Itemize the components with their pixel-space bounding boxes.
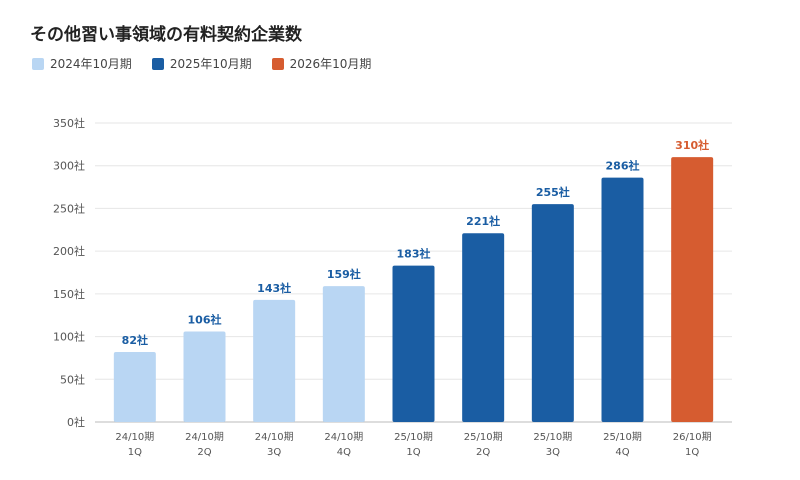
data-label: 143社 (257, 281, 291, 295)
x-tick-label-period: 25/10期 (603, 431, 642, 443)
data-label: 310社 (675, 138, 709, 152)
x-tick-label-quarter: 1Q (406, 447, 420, 458)
y-tick-label: 250社 (53, 201, 85, 215)
legend-swatch-fy2026 (271, 57, 284, 70)
bar (113, 351, 156, 422)
y-tick-label: 50社 (60, 372, 85, 386)
legend-item-fy2025: 2025年10月期 (151, 55, 252, 72)
x-tick-label-period: 25/10期 (533, 431, 572, 443)
x-tick-label-quarter: 3Q (267, 447, 281, 458)
x-tick-label-quarter: 3Q (546, 447, 560, 458)
legend-label-fy2026: 2026年10月期 (289, 57, 372, 71)
data-label: 255社 (536, 185, 570, 199)
data-label: 286社 (606, 159, 640, 173)
data-label: 183社 (397, 247, 431, 261)
legend-item-fy2024: 2024年10月期 (32, 55, 132, 72)
legend: 2024年10月期 2025年10月期 2026年10月期 (32, 55, 391, 72)
bar (253, 299, 296, 422)
y-tick-label: 350社 (53, 116, 85, 130)
x-tick-label-quarter: 4Q (615, 447, 629, 458)
y-tick-label: 300社 (53, 159, 85, 173)
chart-title: その他習い事領域の有料契約企業数 (30, 25, 302, 45)
x-tick-label-period: 24/10期 (255, 431, 294, 443)
x-tick-label-period: 24/10期 (324, 431, 363, 443)
bar (392, 265, 435, 422)
legend-label-fy2024: 2024年10月期 (50, 57, 132, 71)
data-label: 159社 (327, 267, 361, 281)
data-label: 82社 (122, 333, 148, 347)
legend-label-fy2025: 2025年10月期 (169, 57, 252, 71)
x-tick-label-period: 25/10期 (394, 431, 433, 443)
y-tick-label: 100社 (53, 330, 85, 344)
x-tick-label-period: 24/10期 (185, 431, 224, 443)
bar (322, 286, 365, 422)
x-tick-label-quarter: 2Q (197, 447, 211, 458)
bar (671, 157, 714, 422)
x-tick-label-quarter: 1Q (128, 447, 142, 458)
legend-swatch-fy2024 (32, 57, 44, 70)
x-tick-label-period: 25/10期 (464, 431, 503, 443)
legend-swatch-fy2025 (151, 57, 164, 70)
y-tick-label: 200社 (53, 244, 85, 258)
data-label: 106社 (188, 312, 222, 326)
x-tick-label-period: 26/10期 (673, 431, 712, 443)
bar (601, 177, 644, 422)
x-tick-label-quarter: 1Q (685, 447, 699, 458)
x-tick-label-quarter: 4Q (337, 447, 351, 458)
data-label: 221社 (466, 214, 500, 228)
bar (462, 233, 505, 422)
x-tick-label-period: 24/10期 (115, 431, 154, 443)
x-tick-label-quarter: 2Q (476, 447, 490, 458)
legend-item-fy2026: 2026年10月期 (271, 55, 372, 72)
y-tick-label: 150社 (53, 287, 85, 301)
y-tick-label: 0社 (67, 415, 85, 429)
bar (531, 204, 574, 422)
bar (183, 331, 226, 422)
